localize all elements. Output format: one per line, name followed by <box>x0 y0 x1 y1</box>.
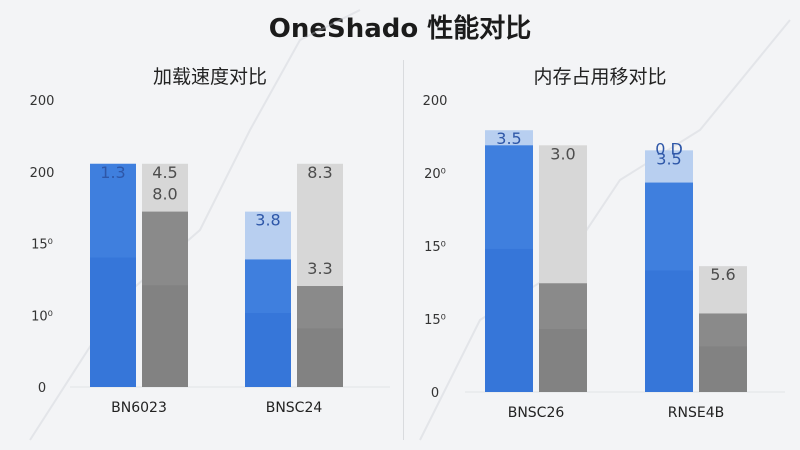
chart-panel-1: 200 200 15⁰ 10⁰ 0 1.3 4.5 BN6023 3.8 8.3 BNSC24 8.0… <box>30 94 390 416</box>
bar-shade <box>245 313 291 387</box>
data-label: 4.5 <box>152 163 177 182</box>
bar-shade <box>539 328 587 392</box>
x-category-label: BN6023 <box>111 400 167 416</box>
data-label: 3.0 <box>550 144 575 163</box>
bar-shade <box>297 328 343 387</box>
data-label-secondary: 0 D <box>655 139 683 158</box>
bar-shade <box>142 285 188 387</box>
data-label-secondary: 3.3 <box>307 259 332 278</box>
chart-panel-2: 200 20⁰ 15⁰ 15⁰ 0 3.5 3.0 BNSC26 3.5 5.6 RNSE4B 0 D <box>423 94 785 421</box>
chart-title-memory: 内存占用移对比 <box>533 66 667 88</box>
x-category-label: BNSC24 <box>266 400 323 416</box>
data-label: 3.8 <box>255 211 280 230</box>
chart-title-load-speed: 加载速度对比 <box>152 66 267 88</box>
data-label: 5.6 <box>710 265 735 284</box>
y-tick-label: 200 <box>423 94 448 109</box>
page-title: OneShado 性能对比 <box>268 14 532 44</box>
y-tick-label: 20⁰ <box>424 167 446 182</box>
data-label: 3.5 <box>496 129 521 148</box>
bar-shade <box>485 248 533 392</box>
y-tick-label: 0 <box>431 386 439 401</box>
data-label: 8.3 <box>307 163 332 182</box>
bar-shade <box>699 346 747 392</box>
y-tick-label: 0 <box>38 381 46 396</box>
data-label-secondary: 8.0 <box>152 185 177 204</box>
y-tick-label: 15⁰ <box>424 240 446 255</box>
data-label: 1.3 <box>100 163 125 182</box>
x-category-label: BNSC26 <box>508 405 565 421</box>
y-tick-label: 10⁰ <box>31 309 53 324</box>
y-tick-label: 15⁰ <box>31 238 53 253</box>
bar-shade <box>90 257 136 387</box>
y-tick-label: 200 <box>30 94 55 109</box>
trend-line-right <box>419 19 791 441</box>
y-tick-label: 200 <box>30 166 55 181</box>
data-label: 3.5 <box>656 149 681 168</box>
y-tick-label: 15⁰ <box>424 313 446 328</box>
bar-shade <box>645 270 693 392</box>
x-category-label: RNSE4B <box>668 405 724 421</box>
panel-divider <box>403 60 404 440</box>
